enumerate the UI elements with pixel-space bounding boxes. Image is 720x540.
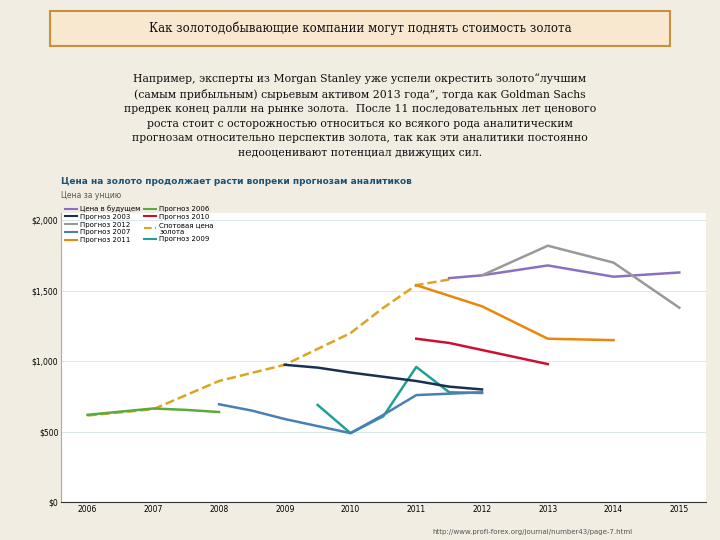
Text: http://www.profi-forex.org/journal/number43/page-7.html: http://www.profi-forex.org/journal/numbe… [432,529,632,535]
FancyBboxPatch shape [50,11,670,46]
Text: Цена на золото продолжает расти вопреки прогнозам аналитиков: Цена на золото продолжает расти вопреки … [61,177,412,186]
Text: Например, эксперты из Morgan Stanley уже успели окрестить золото“лучшим
(самым п: Например, эксперты из Morgan Stanley уже… [124,73,596,158]
Text: Как золотодобывающие компании могут поднять стоимость золота: Как золотодобывающие компании могут подн… [149,22,571,35]
Text: Цена за унцию: Цена за унцию [61,191,122,200]
Legend: Цена в будущем, Прогноз 2003, Прогноз 2012, Прогноз 2007, Прогноз 2011, Прогноз : Цена в будущем, Прогноз 2003, Прогноз 20… [65,205,214,243]
